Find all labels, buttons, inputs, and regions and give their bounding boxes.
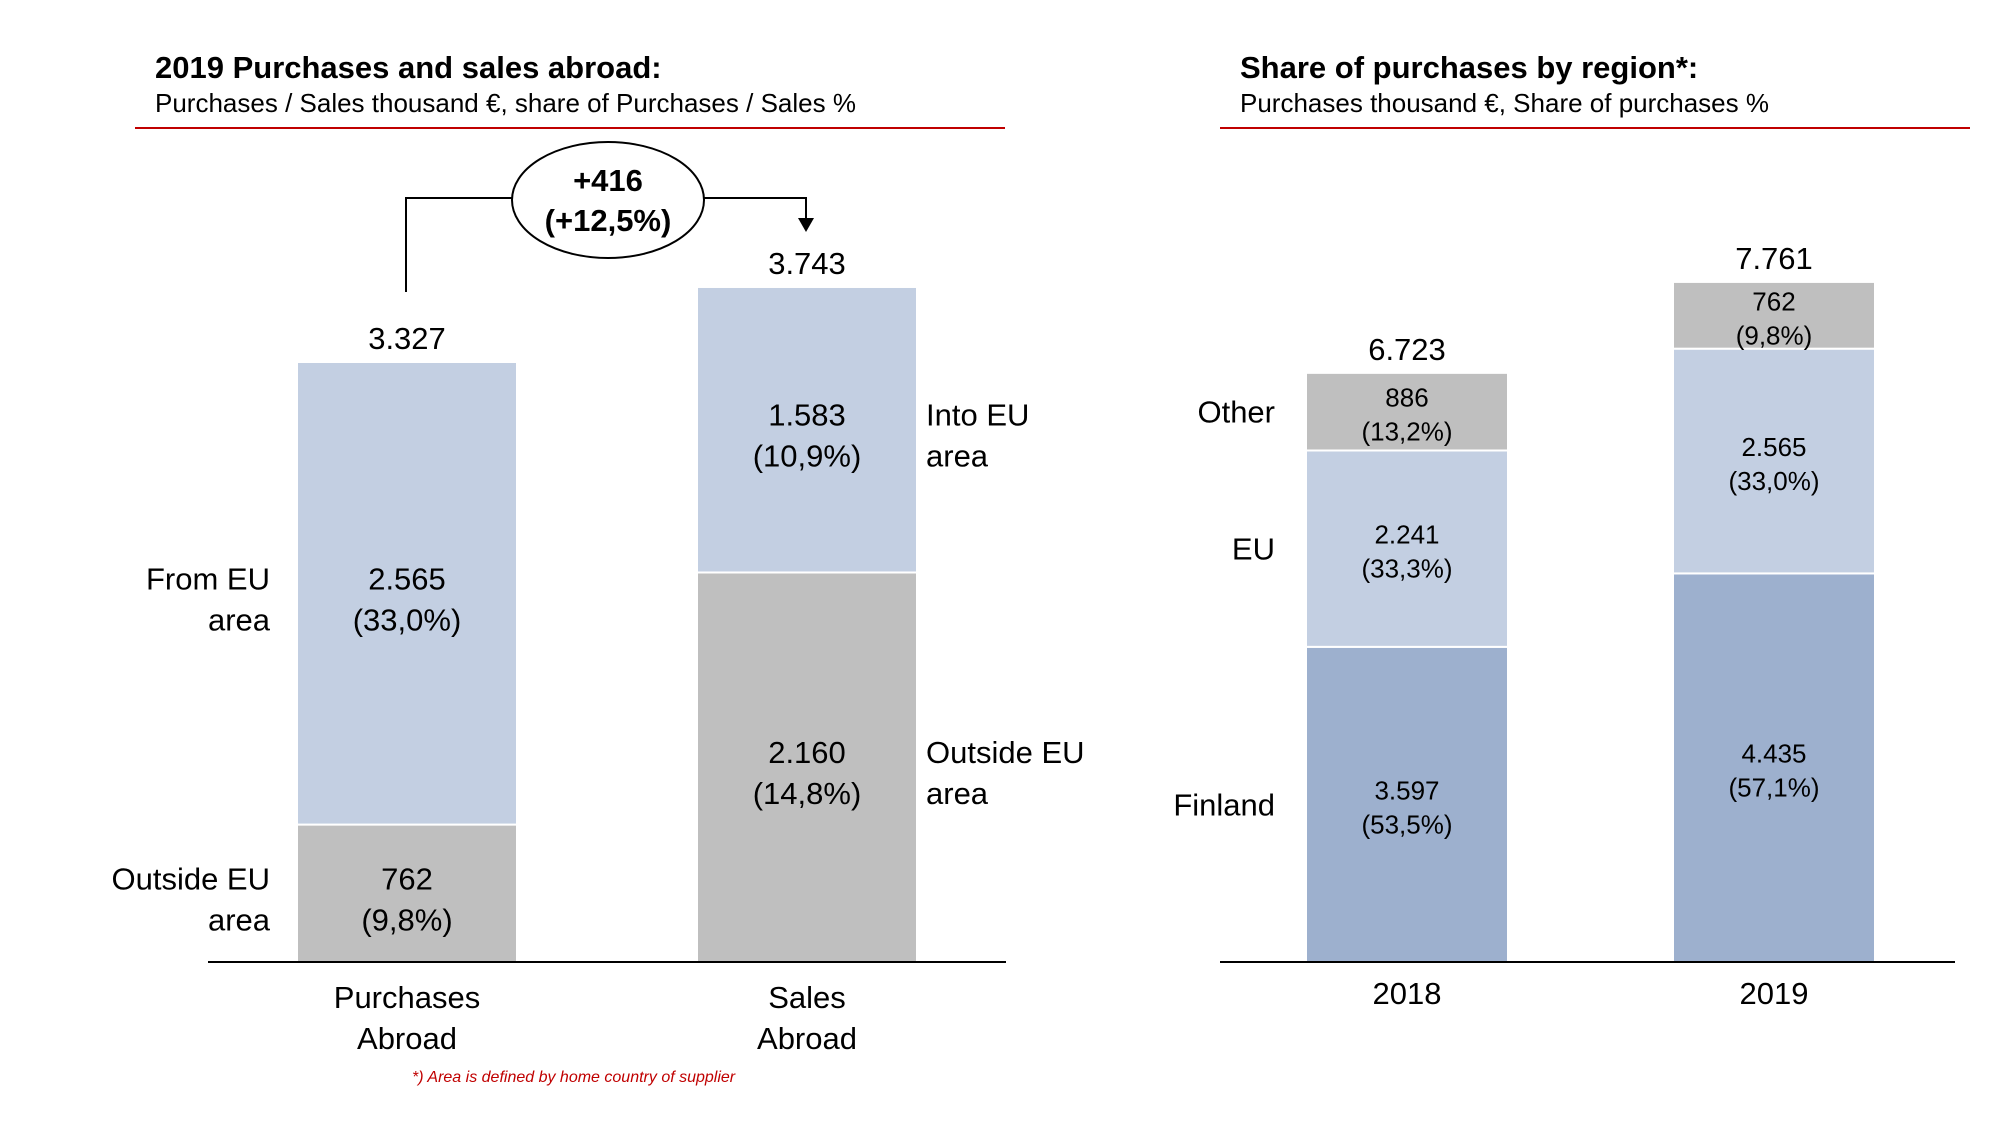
segment-value-label: 2.241 xyxy=(1374,520,1439,550)
segment-category-label: area xyxy=(208,602,271,637)
segment-value-label: 2.160 xyxy=(768,735,846,770)
left-chart-subtitle: Purchases / Sales thousand €, share of P… xyxy=(155,88,856,118)
left-stacked-bar-chart: 762 (9,8%) Outside EU area 2.565 (33,0%) From … xyxy=(111,246,1084,1056)
change-connector-right xyxy=(704,197,807,220)
segment-value-label: 886 xyxy=(1385,383,1428,413)
bar-segment xyxy=(1305,645,1509,964)
segment-share-label: (33,0%) xyxy=(1728,466,1819,496)
change-connector-left xyxy=(405,197,514,292)
segment-category-label: area xyxy=(926,439,989,474)
footnote: *) Area is defined by home country of su… xyxy=(412,1069,736,1086)
x-tick-label: 2019 xyxy=(1740,976,1809,1011)
segment-value-label: 762 xyxy=(381,861,433,896)
bar-segment xyxy=(696,571,918,964)
right-chart-subtitle: Purchases thousand €, Share of purchases… xyxy=(1240,88,1769,118)
x-tick-label: Abroad xyxy=(757,1021,857,1056)
x-tick-label: 2018 xyxy=(1373,976,1442,1011)
bar-segment xyxy=(696,285,918,574)
segment-category-label: area xyxy=(926,776,989,811)
change-percent: (+12,5%) xyxy=(545,203,672,238)
segment-share-label: (9,8%) xyxy=(361,902,452,937)
change-value: +416 xyxy=(573,163,643,198)
segment-share-label: (13,2%) xyxy=(1361,417,1452,447)
bar-total-label: 7.761 xyxy=(1735,241,1813,276)
bar-segment xyxy=(1672,280,1876,350)
bar-segment xyxy=(1305,371,1509,452)
segment-value-label: 1.583 xyxy=(768,398,846,433)
series-label: Finland xyxy=(1173,787,1275,822)
right-chart-title: Share of purchases by region*: xyxy=(1240,50,1698,85)
segment-share-label: (14,8%) xyxy=(753,776,862,811)
segment-value-label: 762 xyxy=(1752,286,1795,316)
change-ellipse xyxy=(511,141,705,259)
change-arrowhead xyxy=(798,218,814,232)
segment-category-label: Into EU xyxy=(926,398,1029,433)
segment-category-label: Outside EU xyxy=(111,861,270,896)
segment-share-label: (33,3%) xyxy=(1361,554,1452,584)
left-chart-title: 2019 Purchases and sales abroad: xyxy=(155,50,662,85)
series-label: Other xyxy=(1197,395,1275,430)
bar-segment xyxy=(296,361,518,826)
segment-value-label: 2.565 xyxy=(1741,432,1806,462)
segment-category-label: area xyxy=(208,902,271,937)
bar-segment xyxy=(1672,572,1876,964)
segment-share-label: (57,1%) xyxy=(1728,773,1819,803)
bar-total-label: 3.743 xyxy=(768,246,846,281)
segment-share-label: (33,0%) xyxy=(353,602,462,637)
bar-total-label: 3.327 xyxy=(368,321,446,356)
x-tick-label: Purchases xyxy=(334,980,480,1015)
segment-share-label: (10,9%) xyxy=(753,439,862,474)
bar-segment xyxy=(1672,347,1876,575)
x-tick-label: Abroad xyxy=(357,1021,457,1056)
series-label: EU xyxy=(1232,532,1275,567)
segment-share-label: (53,5%) xyxy=(1361,809,1452,839)
bar-segment xyxy=(296,823,518,964)
bar-total-label: 6.723 xyxy=(1368,332,1446,367)
segment-value-label: 3.597 xyxy=(1374,775,1439,805)
bar-segment xyxy=(1305,449,1509,648)
segment-value-label: 2.565 xyxy=(368,561,446,596)
x-tick-label: Sales xyxy=(768,980,846,1015)
right-stacked-bar-chart: 3.597 (53,5%) 2.241 (33,3%) 886 (13,2%) 6.723 2… xyxy=(1173,241,1876,1011)
segment-share-label: (9,8%) xyxy=(1736,320,1813,350)
segment-value-label: 4.435 xyxy=(1741,739,1806,769)
segment-category-label: Outside EU xyxy=(926,735,1085,770)
segment-category-label: From EU xyxy=(146,561,270,596)
